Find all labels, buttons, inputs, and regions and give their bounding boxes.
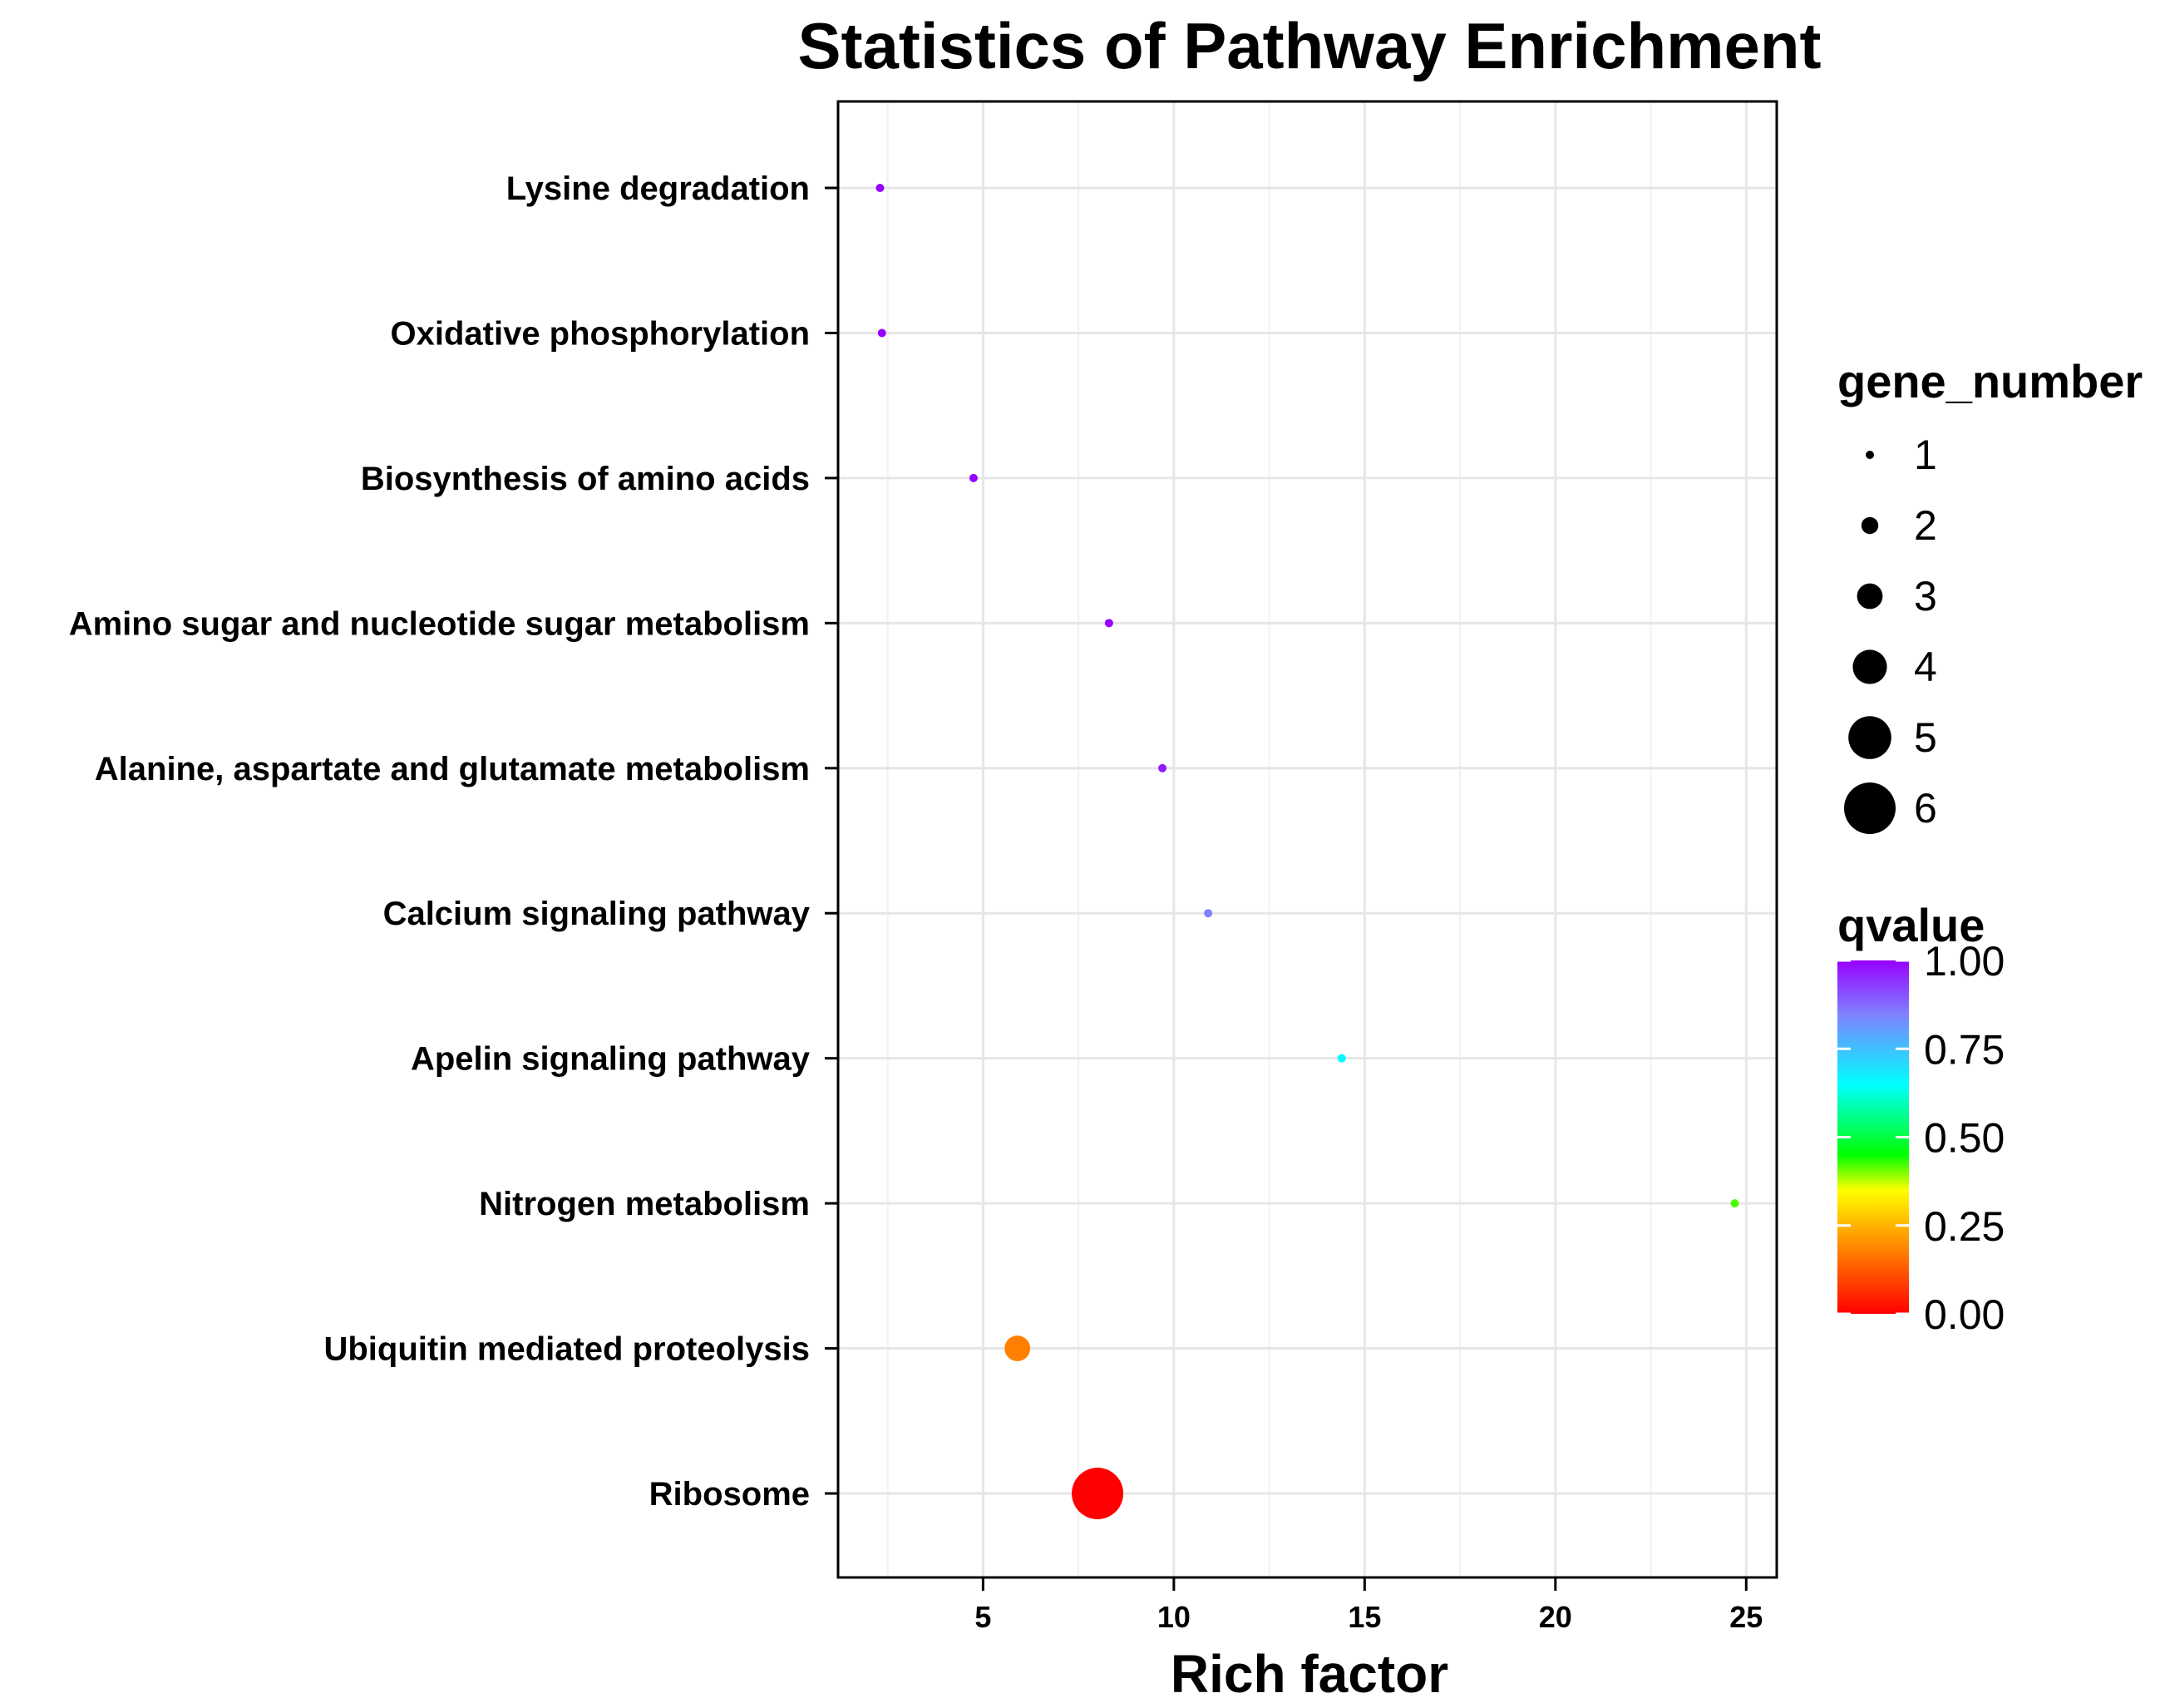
x-tick-label: 25 [1729,1600,1763,1634]
legend-color-label: 1.00 [1924,938,2005,985]
plot-area: Lysine degradation Oxidative phosphorylat… [69,100,1778,1634]
data-point [1004,1335,1031,1361]
legend-size-title: gene_number [1837,355,2143,407]
plot-panel [838,101,1777,1577]
x-tick-label: 5 [974,1600,991,1634]
legend-size-key [1844,782,1896,834]
legend-color-label: 0.75 [1924,1026,2005,1073]
legend-size-label: 6 [1914,785,1937,832]
y-tick-label: Calcium signaling pathway [383,896,811,932]
legend-color-label: 0.00 [1924,1291,2005,1338]
data-point [875,184,885,192]
data-point [1158,763,1167,773]
data-point [1730,1199,1739,1208]
y-tick-label: Ribosome [649,1476,810,1513]
data-point [1072,1468,1124,1519]
x-axis-label: Rich factor [1171,1644,1448,1704]
legend-size-label: 3 [1914,573,1937,620]
legend-size-key [1861,516,1879,535]
legend-gene-number: gene_number 1 2 3 4 5 6 [1837,355,2143,834]
y-tick-label: Biosynthesis of amino acids [361,461,810,497]
legend-size-label: 2 [1914,502,1937,549]
x-tick-label: 20 [1539,1600,1572,1634]
y-tick-label: Ubiquitin mediated proteolysis [323,1331,810,1368]
x-tick-label: 15 [1348,1600,1381,1634]
data-point [1337,1054,1346,1063]
data-point [969,473,978,482]
legend-size-key [1848,716,1891,759]
x-tick-label: 10 [1157,1600,1191,1634]
data-point [1104,619,1113,628]
legend-size-key [1857,583,1883,610]
legend-color-label: 0.50 [1924,1115,2005,1162]
chart-title: Statistics of Pathway Enrichment [798,9,1822,82]
legend-size-label: 5 [1914,714,1937,761]
plot-border [836,100,1778,1579]
data-point [1204,909,1213,918]
legend-qvalue: qvalue 1.00 0.75 0.50 0.25 0.00 [1837,899,2005,1338]
legend-size-label: 4 [1914,644,1937,690]
y-tick-label: Oxidative phosphorylation [390,315,810,352]
y-tick-label: Amino sugar and nucleotide sugar metabol… [69,605,810,642]
y-tick-label: Alanine, aspartate and glutamate metabol… [95,751,810,787]
legend-size-key [1866,451,1874,459]
legend-color-title: qvalue [1837,899,1985,951]
y-tick-label: Apelin signaling pathway [411,1041,811,1078]
legend-color-label: 0.25 [1924,1203,2005,1250]
y-tick-label: Nitrogen metabolism [479,1186,810,1222]
legend-size-key [1852,649,1887,684]
legend-size-label: 1 [1914,432,1937,478]
data-point [877,328,886,338]
y-tick-label: Lysine degradation [506,170,810,207]
